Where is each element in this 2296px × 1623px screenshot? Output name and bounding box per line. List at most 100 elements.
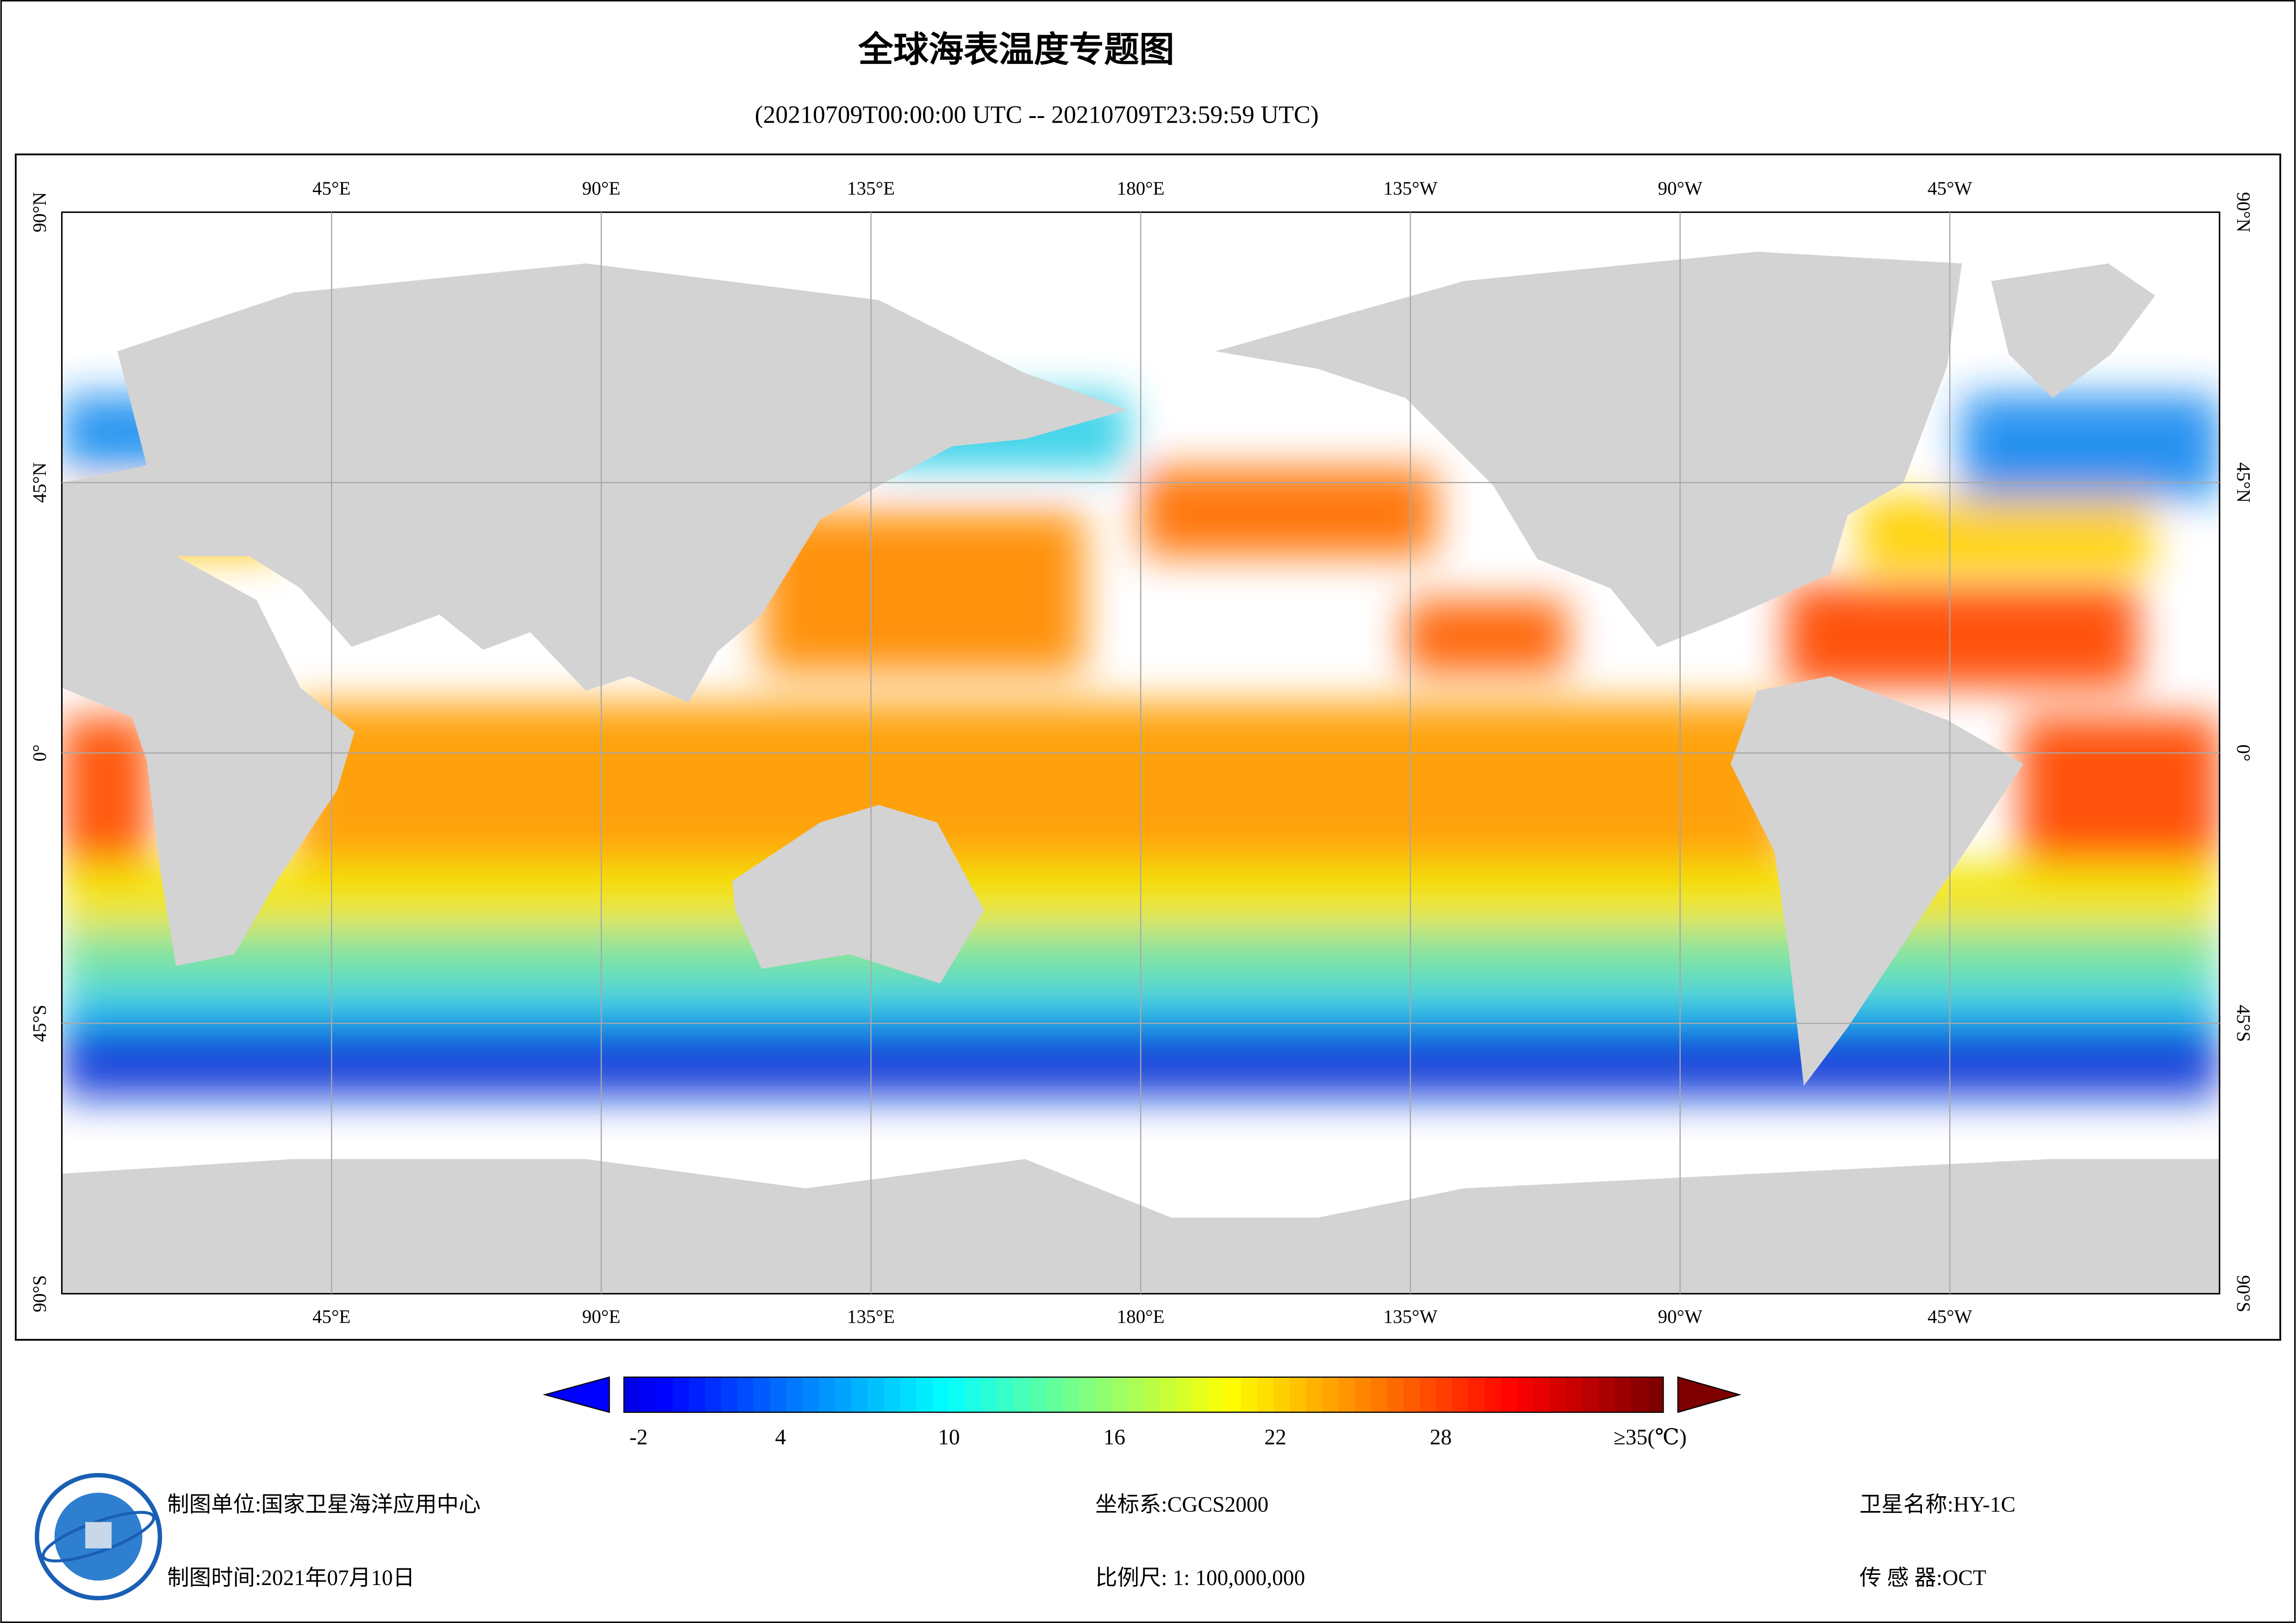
australia — [732, 805, 984, 984]
colorbar-tick-label: 28 — [1430, 1425, 1452, 1449]
colorbar-step — [1435, 1377, 1453, 1412]
colorbar-step — [1647, 1377, 1664, 1412]
lon-label-bottom: 180°E — [1117, 1306, 1165, 1327]
colorbar-ticks: -2 4 10 16 22 28 ≥35(℃) — [630, 1425, 1687, 1449]
colorbar-step — [1095, 1377, 1112, 1412]
colorbar-step — [1598, 1377, 1615, 1412]
colorbar-step — [754, 1377, 771, 1412]
colorbar-step — [1160, 1377, 1177, 1412]
colorbar-step — [1614, 1377, 1631, 1412]
lat-label-left: 90°N — [29, 192, 50, 232]
colorbar-step — [1371, 1377, 1388, 1412]
colorbar-step — [624, 1377, 641, 1412]
colorbar-step — [1046, 1377, 1063, 1412]
lat-label-left: 0° — [29, 745, 50, 762]
lon-label-bottom: 135°E — [847, 1306, 895, 1327]
greenland — [1991, 263, 2155, 398]
colorbar-step — [1485, 1377, 1502, 1412]
subtitle: (20210709T00:00:00 UTC -- 20210709T23:59… — [755, 101, 1319, 129]
footer-unit: 制图单位:国家卫星海洋应用中心 — [167, 1493, 480, 1517]
lon-label-bottom: 135°W — [1383, 1306, 1437, 1327]
colorbar-low-arrow — [543, 1376, 610, 1413]
colorbar-step — [1127, 1377, 1144, 1412]
colorbar-step — [1468, 1377, 1485, 1412]
colorbar-step — [1241, 1377, 1258, 1412]
colorbar-step — [867, 1377, 885, 1412]
colorbar-step — [1290, 1377, 1307, 1412]
colorbar-step — [916, 1377, 933, 1412]
colorbar-step — [1176, 1377, 1193, 1412]
lon-label-top: 90°E — [582, 178, 621, 199]
lon-label-bottom: 90°E — [582, 1306, 621, 1327]
colorbar-step — [1582, 1377, 1599, 1412]
colorbar-step — [1224, 1377, 1242, 1412]
colorbar-step — [997, 1377, 1014, 1412]
footer-scale: 比例尺: 1: 100,000,000 — [1095, 1566, 1305, 1590]
colorbar-tick-label: 22 — [1264, 1425, 1286, 1449]
lat-label-right: 90°S — [2233, 1275, 2254, 1312]
colorbar-tick-label: 4 — [775, 1425, 786, 1449]
lat-label-right: 90°N — [2233, 192, 2254, 232]
colorbar-step — [656, 1377, 674, 1412]
colorbar-step — [965, 1377, 982, 1412]
colorbar-step — [932, 1377, 949, 1412]
lon-label-top: 180°E — [1117, 178, 1165, 199]
colorbar-step — [1208, 1377, 1225, 1412]
footer-satellite: 卫星名称:HY-1C — [1859, 1493, 2015, 1517]
colorbar-step — [673, 1377, 690, 1412]
footer-crs: 坐标系:CGCS2000 — [1095, 1493, 1268, 1517]
lon-label-top: 45°W — [1928, 178, 1972, 199]
colorbar-step — [948, 1377, 966, 1412]
colorbar-tick-label: ≥35(℃) — [1614, 1425, 1687, 1449]
graticule — [62, 212, 2220, 1294]
colorbar-frame — [623, 1376, 1664, 1413]
colorbar-step — [1111, 1377, 1128, 1412]
colorbar-step — [1338, 1377, 1355, 1412]
lat-label-right: 45°N — [2233, 462, 2254, 503]
colorbar-step — [770, 1377, 787, 1412]
colorbar-step — [1273, 1377, 1291, 1412]
colorbar-step — [1306, 1377, 1323, 1412]
lon-label-bottom: 45°E — [312, 1306, 351, 1327]
colorbar-step — [737, 1377, 755, 1412]
colorbar-step — [1566, 1377, 1583, 1412]
colorbar-steps — [624, 1377, 1664, 1412]
colorbar-step — [1354, 1377, 1372, 1412]
footer-sensor: 传 感 器:OCT — [1859, 1566, 1986, 1590]
lon-label-bottom: 90°W — [1658, 1306, 1703, 1327]
footer-time: 制图时间:2021年07月10日 — [167, 1566, 415, 1590]
lat-label-left: 90°S — [29, 1275, 50, 1312]
colorbar-tick-label: 16 — [1104, 1425, 1125, 1449]
colorbar-step — [884, 1377, 901, 1412]
lon-label-top: 135°W — [1383, 178, 1437, 199]
colorbar-step — [981, 1377, 998, 1412]
colorbar-step — [900, 1377, 917, 1412]
coordinate-labels: 45°E 45°E 90°E 90°E 135°E 135°E 180°E 180°E 135°… — [29, 178, 2254, 1327]
colorbar-step — [818, 1377, 836, 1412]
colorbar-step — [802, 1377, 819, 1412]
colorbar-high-arrow — [1677, 1376, 1742, 1413]
colorbar-step — [705, 1377, 722, 1412]
colorbar-step — [1257, 1377, 1274, 1412]
lon-label-top: 90°W — [1658, 178, 1703, 199]
colorbar-step — [1013, 1377, 1030, 1412]
colorbar-step — [689, 1377, 706, 1412]
colorbar-step — [1322, 1377, 1339, 1412]
title: 全球海表温度专题图 — [858, 29, 1174, 70]
colorbar-step — [786, 1377, 803, 1412]
lat-label-left: 45°S — [29, 1005, 50, 1042]
colorbar-step — [1501, 1377, 1518, 1412]
colorbar-step — [1079, 1377, 1096, 1412]
colorbar-step — [1533, 1377, 1550, 1412]
colorbar-step — [1630, 1377, 1647, 1412]
colorbar-step — [1143, 1377, 1160, 1412]
colorbar-step — [851, 1377, 868, 1412]
colorbar-step — [640, 1377, 657, 1412]
colorbar-tick-label: 10 — [938, 1425, 960, 1449]
lat-label-right: 45°S — [2233, 1005, 2254, 1042]
colorbar-step — [1062, 1377, 1079, 1412]
lon-label-top: 135°E — [847, 178, 895, 199]
lat-label-right: 0° — [2233, 745, 2254, 762]
colorbar-step — [1192, 1377, 1209, 1412]
